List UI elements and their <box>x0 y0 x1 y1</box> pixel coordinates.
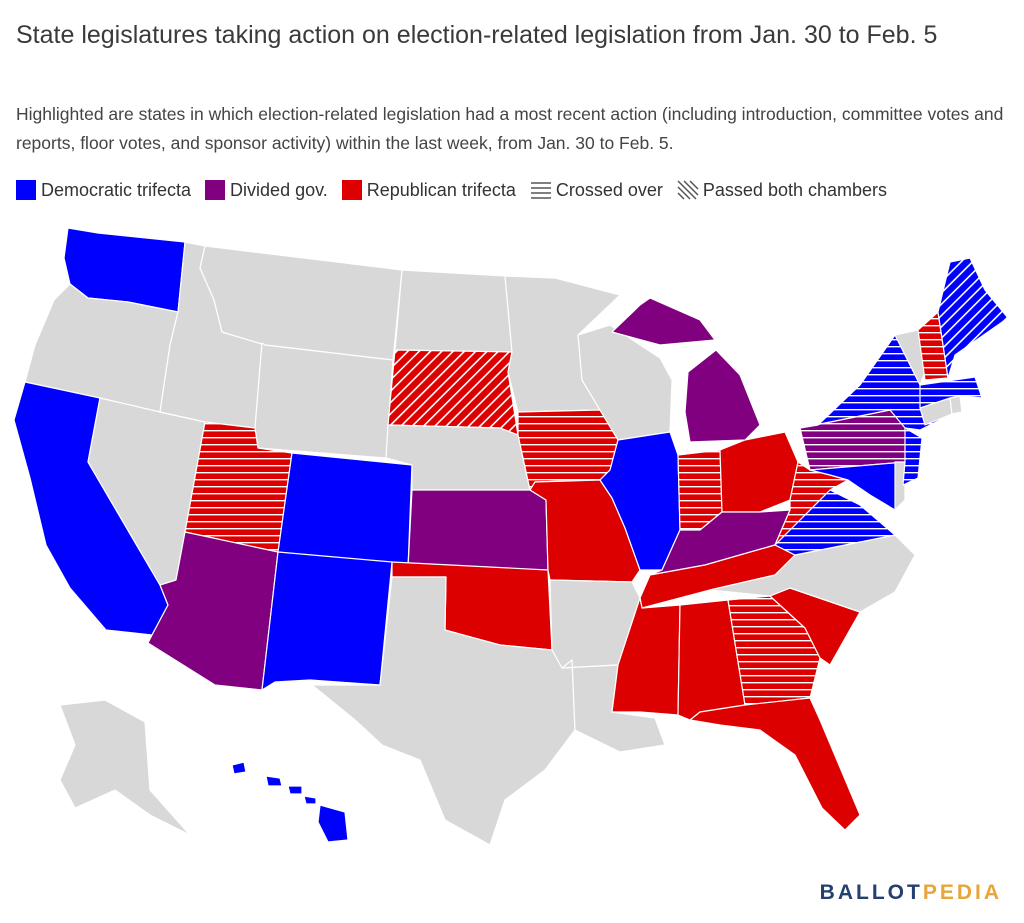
legend-label-passed: Passed both chambers <box>702 179 888 200</box>
legend-item-crossed: Crossed over <box>530 180 663 201</box>
legend-item-rep: Republican trifecta <box>341 179 516 201</box>
state-pattern-maine <box>938 258 1008 378</box>
crossed-over-pattern-icon <box>530 182 551 199</box>
logo-part-pedia: PEDIA <box>922 881 1002 904</box>
state-new-mexico <box>261 551 393 691</box>
state-hawaii <box>231 761 349 843</box>
state-delaware <box>894 461 906 511</box>
state-michigan <box>684 349 761 443</box>
chart-title: State legislatures taking action on elec… <box>16 21 938 49</box>
state-wyoming <box>254 342 394 459</box>
state-florida <box>689 697 861 831</box>
state-kansas <box>407 489 549 571</box>
state-pattern-west-virginia <box>775 462 848 545</box>
ballotpedia-logo: BALLOTPEDIA <box>820 881 1002 905</box>
us-map <box>13 227 1009 846</box>
state-pattern-massachusetts <box>920 377 982 408</box>
passed-both-pattern-icon <box>677 180 699 200</box>
state-michigan-up <box>611 297 716 346</box>
legend-item-dem: Democratic trifecta <box>16 180 191 201</box>
state-illinois <box>599 431 681 571</box>
state-rhode-island <box>949 395 963 415</box>
legend-label-dem: Democratic trifecta <box>41 179 192 200</box>
state-pattern-utah <box>185 422 292 552</box>
state-colorado <box>277 452 413 569</box>
legend-swatch-dem <box>16 180 36 200</box>
legend-swatch-div <box>205 180 226 200</box>
state-alaska <box>59 699 191 836</box>
legend-label-crossed: Crossed over <box>555 179 663 200</box>
legend-item-div: Divided gov. <box>205 180 328 201</box>
chart-subtitle: Highlighted are states in which election… <box>16 104 1004 153</box>
legend-label-div: Divided gov. <box>230 179 328 200</box>
state-pattern-pennsylvania <box>800 410 910 470</box>
state-pattern-virginia <box>775 490 895 555</box>
legend: Democratic trifecta Divided gov. Republi… <box>16 177 901 203</box>
state-texas <box>311 576 576 846</box>
legend-item-passed: Passed both chambers <box>677 180 887 201</box>
state-pattern-new-jersey <box>903 428 922 485</box>
state-pattern-south-dakota <box>388 350 518 435</box>
logo-part-ballot: BALLOT <box>819 881 923 904</box>
state-ohio <box>719 431 799 513</box>
state-pattern-georgia <box>728 596 820 705</box>
state-pattern-indiana <box>678 450 722 530</box>
legend-label-rep: Republican trifecta <box>366 179 516 200</box>
state-north-dakota <box>394 269 513 353</box>
legend-swatch-rep <box>341 180 362 200</box>
state-pattern-iowa <box>518 410 618 490</box>
